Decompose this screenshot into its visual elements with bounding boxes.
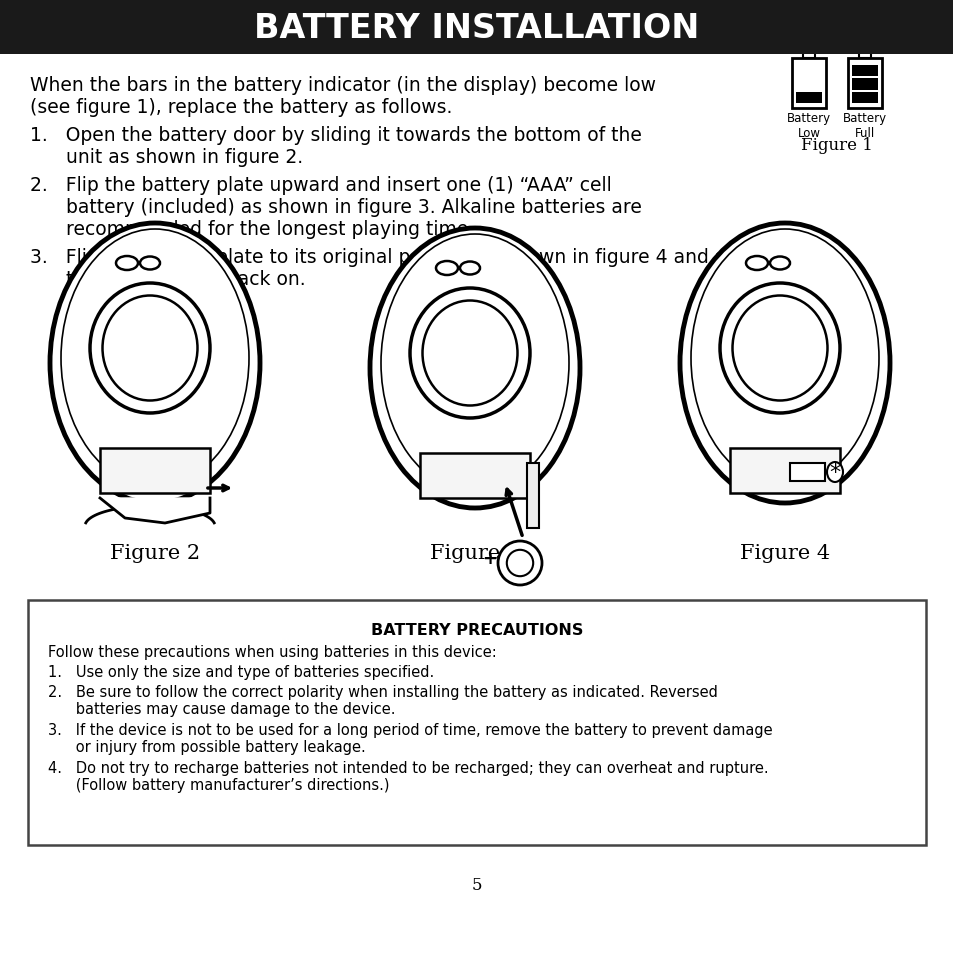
Text: 3.   Flip the battery plate to its original position as shown in figure 4 and sl: 3. Flip the battery plate to its origina…	[30, 248, 758, 267]
Bar	[851, 92, 877, 104]
Text: (Follow battery manufacturer’s directions.): (Follow battery manufacturer’s direction…	[48, 778, 389, 792]
Polygon shape	[100, 498, 210, 523]
Bar	[858, 52, 870, 59]
Text: Follow these precautions when using batteries in this device:: Follow these precautions when using batt…	[48, 644, 497, 659]
Bar	[526, 463, 538, 529]
Text: 3.   If the device is not to be used for a long period of time, remove the batte: 3. If the device is not to be used for a…	[48, 722, 772, 738]
Bar	[802, 52, 814, 59]
Ellipse shape	[732, 296, 826, 401]
Bar	[0, 0, 953, 55]
Text: 4.   Do not try to recharge batteries not intended to be recharged; they can ove: 4. Do not try to recharge batteries not …	[48, 760, 768, 775]
Bar	[100, 449, 210, 494]
Ellipse shape	[422, 301, 517, 406]
Text: *: *	[828, 462, 840, 482]
Text: (see figure 1), replace the battery as follows.: (see figure 1), replace the battery as f…	[30, 98, 452, 117]
Text: or injury from possible battery leakage.: or injury from possible battery leakage.	[48, 740, 365, 754]
Text: battery (included) as shown in figure 3. Alkaline batteries are: battery (included) as shown in figure 3.…	[30, 198, 641, 216]
Bar	[795, 92, 821, 104]
Bar	[28, 600, 925, 845]
Ellipse shape	[720, 284, 840, 414]
Ellipse shape	[90, 284, 210, 414]
Ellipse shape	[50, 224, 260, 503]
Text: BATTERY INSTALLATION: BATTERY INSTALLATION	[254, 11, 699, 45]
Ellipse shape	[497, 541, 541, 585]
Text: 2.   Be sure to follow the correct polarity when installing the battery as indic: 2. Be sure to follow the correct polarit…	[48, 684, 717, 700]
Bar	[851, 79, 877, 91]
Bar	[851, 66, 877, 77]
Text: Battery
Low: Battery Low	[786, 112, 830, 140]
Ellipse shape	[370, 229, 579, 509]
Text: unit as shown in figure 2.: unit as shown in figure 2.	[30, 148, 303, 167]
Text: +: +	[482, 550, 497, 567]
Ellipse shape	[410, 289, 530, 418]
Text: Figure 1: Figure 1	[801, 137, 872, 153]
Bar	[729, 449, 840, 494]
Bar	[791, 59, 825, 109]
Ellipse shape	[679, 224, 889, 503]
Text: Figure 4: Figure 4	[740, 543, 829, 562]
Text: 5: 5	[471, 877, 482, 894]
Bar	[847, 59, 882, 109]
Ellipse shape	[826, 462, 842, 482]
Text: the battery door back on.: the battery door back on.	[30, 270, 305, 289]
Text: When the bars in the battery indicator (in the display) become low: When the bars in the battery indicator (…	[30, 76, 656, 95]
Ellipse shape	[102, 296, 197, 401]
Bar	[789, 463, 824, 481]
Text: recommended for the longest playing time.: recommended for the longest playing time…	[30, 220, 474, 239]
Text: batteries may cause damage to the device.: batteries may cause damage to the device…	[48, 701, 395, 717]
Text: Battery
Full: Battery Full	[842, 112, 886, 140]
Text: Figure 2: Figure 2	[110, 543, 200, 562]
Text: 1.   Use only the size and type of batteries specified.: 1. Use only the size and type of batteri…	[48, 664, 434, 679]
Text: BATTERY PRECAUTIONS: BATTERY PRECAUTIONS	[371, 622, 582, 638]
Text: 2.   Flip the battery plate upward and insert one (1) “AAA” cell: 2. Flip the battery plate upward and ins…	[30, 175, 611, 194]
Text: Figure 3: Figure 3	[430, 543, 519, 562]
Bar	[419, 454, 530, 498]
Text: 1.   Open the battery door by sliding it towards the bottom of the: 1. Open the battery door by sliding it t…	[30, 126, 641, 145]
